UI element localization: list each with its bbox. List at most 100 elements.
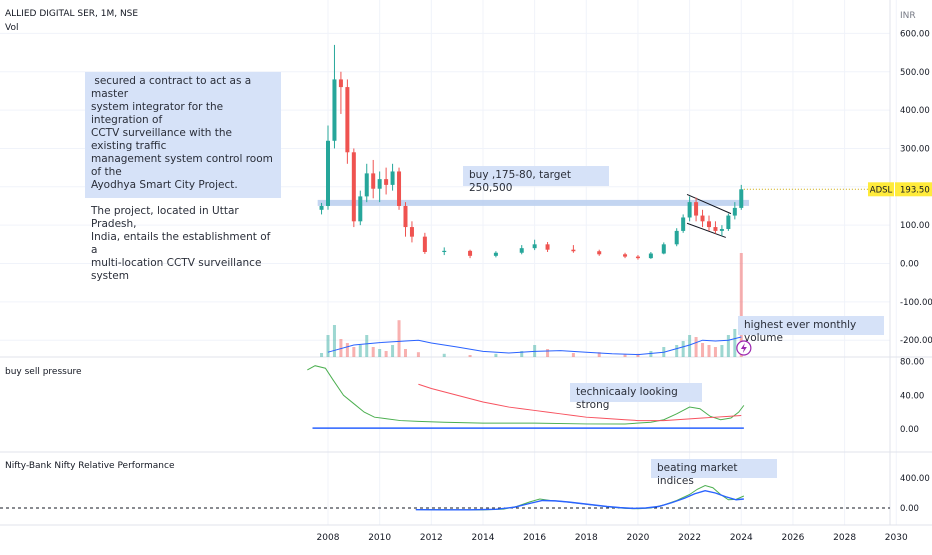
volume-bar: [320, 353, 324, 357]
year-tick-label: 2008: [317, 533, 340, 543]
buy-target-note[interactable]: buy ,175-80, target 250,500: [463, 166, 609, 194]
volume-bar: [391, 345, 395, 357]
year-tick-label: 2016: [523, 533, 546, 543]
candle-body: [648, 253, 653, 259]
candle-body: [326, 140, 330, 206]
price-tick-label: -200.00: [900, 336, 932, 346]
pressure-tick-label: 40.00: [900, 391, 924, 401]
strong-note[interactable]: technicaaly looking strong: [570, 383, 702, 411]
volume-bar: [720, 345, 724, 357]
volume-bar: [403, 349, 407, 357]
year-tick-label: 2024: [730, 533, 753, 543]
candle-body: [681, 217, 686, 231]
volume-bar: [397, 320, 401, 357]
volume-bar: [597, 352, 601, 357]
price-tick-label: 300.00: [900, 144, 930, 154]
candle-body: [726, 215, 731, 229]
candle-body: [338, 79, 343, 88]
candle-body: [719, 228, 724, 231]
volume-bar: [378, 349, 382, 357]
candle-layer: [319, 44, 752, 356]
candle-body: [319, 205, 324, 210]
volume-bar: [365, 335, 369, 357]
candle-body: [371, 173, 376, 189]
candle-body: [345, 87, 350, 153]
volume-bar: [358, 345, 362, 357]
price-tick-label: 400.00: [900, 106, 930, 116]
volume-bar: [416, 352, 420, 357]
candle-body: [545, 244, 550, 250]
volume-bar: [384, 351, 388, 357]
pressure-tick-label: 80.00: [900, 358, 924, 368]
year-tick-label: 2028: [833, 533, 856, 543]
candle-body: [442, 250, 447, 252]
volume-bar: [332, 325, 336, 357]
volume-bar: [371, 347, 375, 357]
volume-bar: [339, 339, 343, 357]
volume-bar: [442, 353, 446, 357]
volume-note[interactable]: highest ever monthly volume: [738, 316, 884, 344]
volume-bar: [571, 353, 575, 357]
price-tick-label: 500.00: [900, 68, 930, 78]
volume-bar: [352, 347, 356, 357]
year-tick-label: 2030: [885, 533, 908, 543]
axis-layer: 600.00500.00400.00300.00200.00100.000.00…: [317, 29, 932, 543]
year-tick-label: 2010: [368, 533, 391, 543]
price-tag-symbol-box: [868, 182, 894, 197]
candle-body: [532, 244, 537, 249]
volume-bar: [733, 329, 737, 357]
relative-pane-title: Nifty-Bank Nifty Relative Performance: [5, 461, 175, 471]
candle-body: [364, 173, 369, 197]
year-tick-label: 2018: [575, 533, 598, 543]
volume-bar: [494, 353, 498, 357]
relative-blue-line: [415, 490, 744, 511]
candle-body: [377, 179, 382, 189]
volume-bar: [694, 337, 698, 357]
candle-body: [700, 215, 705, 222]
candle-body: [468, 250, 473, 256]
candle-body: [571, 249, 576, 252]
volume-bar: [623, 354, 627, 357]
volume-bar: [520, 351, 524, 357]
price-tick-label: 100.00: [900, 221, 930, 231]
indicator-lines: [0, 365, 890, 511]
volume-bar: [688, 335, 692, 357]
year-tick-label: 2012: [420, 533, 443, 543]
candle-body: [635, 256, 640, 259]
price-tick-label: -100.00: [900, 298, 932, 308]
volume-bar: [675, 345, 679, 357]
volume-bar: [636, 353, 640, 357]
candle-body: [409, 227, 414, 237]
volume-bar: [739, 253, 743, 357]
currency-label[interactable]: INR: [900, 11, 916, 21]
candle-body: [351, 152, 356, 222]
price-tick-label: 0.00: [900, 260, 919, 270]
pressure-green-line: [307, 365, 745, 425]
candle-body: [390, 171, 395, 185]
market-note[interactable]: beating market indices: [651, 459, 777, 487]
candle-body: [519, 248, 524, 253]
volume-bar: [701, 343, 705, 357]
candle-body: [397, 171, 402, 206]
pattern-lower-line: [686, 222, 726, 238]
support-band: [317, 199, 750, 206]
pressure-red-line: [418, 383, 742, 422]
pattern-upper-line: [686, 194, 732, 215]
price-tag-value-box: [895, 182, 932, 197]
relative-green-line: [415, 484, 745, 511]
candle-body: [674, 230, 679, 245]
volume-layer: [320, 253, 743, 357]
year-tick-label: 2014: [472, 533, 495, 543]
volume-bar: [468, 355, 472, 357]
price-tick-label: 600.00: [900, 29, 930, 39]
candle-body: [384, 179, 389, 185]
candle-body: [694, 202, 699, 216]
pressure-tick-label: 0.00: [900, 425, 919, 435]
candle-body: [732, 207, 737, 216]
price-tag-value: 193.50: [900, 185, 930, 195]
candle-body: [706, 221, 711, 228]
contract-note[interactable]: secured a contract to act as a master sy…: [85, 72, 281, 282]
candle-body: [422, 236, 427, 252]
